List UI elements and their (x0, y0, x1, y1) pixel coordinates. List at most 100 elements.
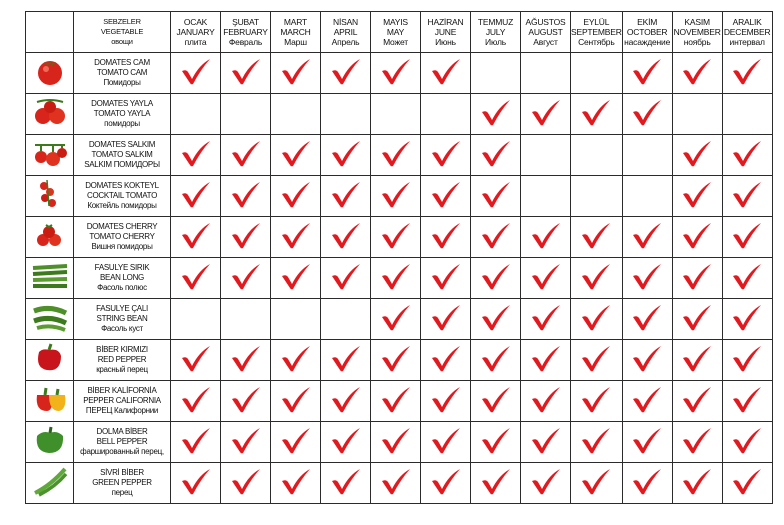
checkmark-icon (479, 468, 513, 500)
season-cell (621, 134, 673, 176)
checkmark-icon (179, 58, 213, 90)
month-name-tr: ŞUBAT (232, 17, 259, 27)
season-cell (370, 380, 421, 422)
vegetable-image-cell (25, 93, 74, 135)
season-cell (520, 380, 571, 422)
cherry-tomato-icon (31, 223, 69, 255)
checkmark-icon (379, 427, 413, 459)
checkmark-icon (279, 263, 313, 295)
vegetable-name-en: GREEN PEPPER (92, 478, 152, 487)
season-cell (220, 421, 271, 463)
cocktail-tomato-icon (31, 179, 69, 214)
month-header: ARALIK DECEMBER интервал (721, 11, 773, 53)
season-cell (420, 216, 471, 258)
season-cell (220, 175, 271, 217)
season-cell (170, 216, 221, 258)
season-cell (570, 52, 623, 94)
season-cell (170, 380, 221, 422)
vegetable-image-cell (25, 298, 74, 340)
season-cell (320, 175, 371, 217)
month-name-tr: EYLÜL (583, 17, 610, 27)
table-row: DOMATES YAYLA TOMATO YAYLA помидоры (25, 93, 773, 135)
checkmark-icon (730, 427, 764, 459)
vegetable-name-tr: FASULYE SIRIK (94, 263, 150, 272)
month-header: ŞUBAT FEBRUARY Февраль (220, 11, 271, 53)
season-cell (370, 52, 421, 94)
header-row: SEBZELER VEGETABLE овощи OCAK JANUARY плит… (25, 11, 773, 53)
season-cell (170, 339, 221, 381)
red-pepper-icon (31, 343, 69, 378)
checkmark-icon (379, 304, 413, 336)
checkmark-icon (680, 263, 714, 295)
table-body: DOMATES CAM TOMATO CAM Помидоры DOMATES YAY… (25, 52, 773, 504)
vegetable-image-cell (25, 134, 74, 176)
season-cell (470, 52, 521, 94)
month-name-ru: Февраль (228, 37, 263, 47)
month-name-tr: AĞUSTOS (525, 17, 566, 27)
season-cell (621, 257, 673, 299)
vegetable-name-cell: BİBER KIRMIZI RED PEPPER красный перец (73, 339, 171, 381)
checkmark-icon (279, 58, 313, 90)
vegetable-image-cell (25, 380, 74, 422)
checkmark-icon (179, 140, 213, 172)
vegetable-name-ru: Помидоры (103, 78, 141, 87)
checkmark-icon (429, 263, 463, 295)
month-name-ru: интервал (729, 37, 765, 47)
vegetable-name-tr: BİBER KALİFORNİA (87, 386, 157, 395)
checkmark-icon (429, 468, 463, 500)
vegetable-name-tr: DOMATES CAM (94, 58, 150, 67)
season-cell (370, 134, 421, 176)
vegetable-name-tr: SİVRİ BİBER (100, 468, 144, 477)
vegetable-name-en: RED PEPPER (97, 355, 147, 364)
vegetable-name-cell: DOMATES YAYLA TOMATO YAYLA помидоры (73, 93, 171, 135)
checkmark-icon (329, 181, 363, 213)
checkmark-icon (730, 140, 764, 172)
season-cell (721, 339, 773, 381)
bell-pepper-icon (31, 426, 69, 460)
checkmark-icon (529, 468, 563, 500)
season-cell (420, 339, 471, 381)
month-header: AĞUSTOS AUGUST Август (520, 11, 571, 53)
table-row: FASULYE ÇALI STRING BEAN Фасоль куст (25, 298, 773, 340)
string-bean-icon (31, 305, 69, 337)
season-cell (220, 298, 271, 340)
vegetable-name-cell: BİBER KALİFORNİA PEPPER CALIFORNIA ПЕРЕЦ К… (73, 380, 171, 422)
checkmark-icon (630, 304, 664, 336)
season-cell (220, 93, 271, 135)
long-bean-icon (31, 263, 69, 296)
season-cell (420, 175, 471, 217)
checkmark-icon (429, 304, 463, 336)
season-cell (270, 339, 321, 381)
checkmark-icon (579, 386, 613, 418)
month-name-ru: Может (383, 37, 408, 47)
season-cell (270, 298, 321, 340)
season-cell (470, 421, 521, 463)
checkmark-icon (329, 468, 363, 500)
season-cell (220, 52, 271, 94)
month-name-en: JUNE (434, 27, 457, 37)
month-header: HAZİRAN JUNE Июнь (420, 11, 471, 53)
checkmark-icon (179, 386, 213, 418)
checkmark-icon (229, 181, 263, 213)
season-cell (270, 216, 321, 258)
season-cell (170, 134, 221, 176)
month-header: KASIM NOVEMBER ноябрь (671, 11, 723, 53)
season-cell (721, 216, 773, 258)
season-cell (470, 134, 521, 176)
checkmark-icon (229, 468, 263, 500)
season-cell (621, 93, 673, 135)
season-cell (470, 462, 521, 504)
checkmark-icon (279, 386, 313, 418)
month-name-en: APRIL (333, 27, 358, 37)
season-cell (721, 134, 773, 176)
checkmark-icon (730, 222, 764, 254)
season-cell (671, 421, 723, 463)
checkmark-icon (730, 468, 764, 500)
month-name-ru: Марш (284, 37, 307, 47)
month-name-en: JULY (485, 27, 506, 37)
season-cell (671, 52, 723, 94)
season-cell (320, 52, 371, 94)
vegetable-image-cell (25, 52, 74, 94)
season-cell (470, 216, 521, 258)
season-cell (420, 380, 471, 422)
